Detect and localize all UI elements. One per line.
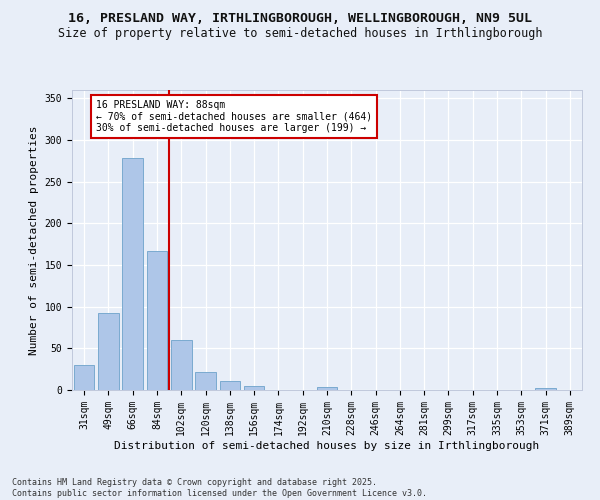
Text: 16, PRESLAND WAY, IRTHLINGBOROUGH, WELLINGBOROUGH, NN9 5UL: 16, PRESLAND WAY, IRTHLINGBOROUGH, WELLI…	[68, 12, 532, 26]
Text: 16 PRESLAND WAY: 88sqm
← 70% of semi-detached houses are smaller (464)
30% of se: 16 PRESLAND WAY: 88sqm ← 70% of semi-det…	[96, 100, 373, 133]
Bar	[244, 386, 265, 390]
Bar	[98, 312, 119, 390]
Bar	[171, 340, 191, 390]
Bar	[122, 158, 143, 390]
X-axis label: Distribution of semi-detached houses by size in Irthlingborough: Distribution of semi-detached houses by …	[115, 440, 539, 450]
Bar	[146, 251, 167, 390]
Bar	[317, 386, 337, 390]
Text: Contains HM Land Registry data © Crown copyright and database right 2025.
Contai: Contains HM Land Registry data © Crown c…	[12, 478, 427, 498]
Bar	[535, 388, 556, 390]
Text: Size of property relative to semi-detached houses in Irthlingborough: Size of property relative to semi-detach…	[58, 28, 542, 40]
Bar	[74, 365, 94, 390]
Bar	[195, 372, 216, 390]
Y-axis label: Number of semi-detached properties: Number of semi-detached properties	[29, 125, 39, 355]
Bar	[220, 381, 240, 390]
